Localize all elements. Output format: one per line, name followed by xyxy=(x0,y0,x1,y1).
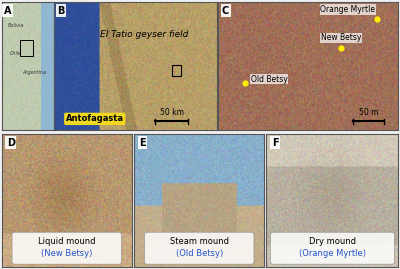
Text: Chile: Chile xyxy=(10,51,22,56)
Text: B: B xyxy=(57,6,65,16)
Text: Dry mound: Dry mound xyxy=(309,237,356,246)
Text: (Old Betsy): (Old Betsy) xyxy=(176,249,223,258)
Text: Old Betsy: Old Betsy xyxy=(251,75,288,84)
Text: Liquid mound: Liquid mound xyxy=(38,237,96,246)
FancyBboxPatch shape xyxy=(144,232,254,264)
Text: Argentina: Argentina xyxy=(22,70,46,75)
Text: Antofagasta: Antofagasta xyxy=(66,114,124,123)
Text: New Betsy: New Betsy xyxy=(321,33,361,43)
Text: A: A xyxy=(4,6,11,16)
Text: C: C xyxy=(222,6,229,16)
Text: 50 km: 50 km xyxy=(160,108,184,117)
Text: F: F xyxy=(272,138,278,148)
Text: Steam mound: Steam mound xyxy=(170,237,229,246)
FancyBboxPatch shape xyxy=(270,232,394,264)
Text: Orange Myrtle: Orange Myrtle xyxy=(320,5,376,14)
Text: 50 m: 50 m xyxy=(359,108,378,117)
Text: Bolivia: Bolivia xyxy=(8,23,24,27)
Text: E: E xyxy=(139,138,146,148)
Text: (Orange Myrtle): (Orange Myrtle) xyxy=(299,249,366,258)
Bar xyxy=(20,40,33,56)
Text: D: D xyxy=(7,138,15,148)
Text: (New Betsy): (New Betsy) xyxy=(41,249,92,258)
Bar xyxy=(172,65,181,76)
Text: El Tatio geyser field: El Tatio geyser field xyxy=(100,30,188,38)
FancyBboxPatch shape xyxy=(12,232,122,264)
